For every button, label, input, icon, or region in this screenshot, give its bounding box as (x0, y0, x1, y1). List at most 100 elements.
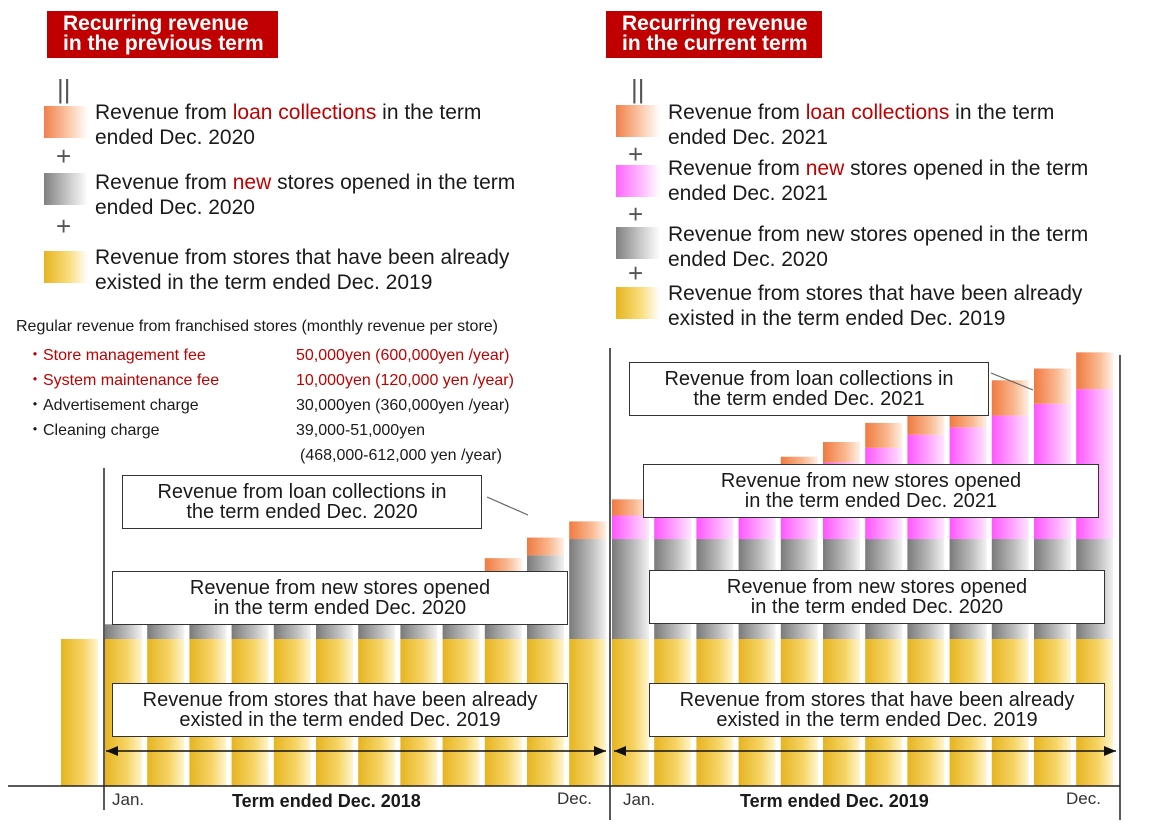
bar-segment-loan (612, 499, 649, 516)
swatch-existing-icon (616, 287, 660, 319)
legend-highlight: loan collections (805, 101, 950, 124)
legend-curr-new-2020: Revenue from new stores opened in the te… (668, 222, 1088, 272)
bar-segment-new-2020 (569, 539, 607, 639)
arrowhead-icon (614, 746, 626, 756)
fee-row: ・Store management fee 50,000yen (600,000… (27, 343, 587, 368)
swatch-loan-icon (44, 106, 88, 138)
swatch-loan-icon (616, 105, 660, 137)
bar-segment-new-2020 (273, 624, 311, 639)
axes-group (8, 348, 1121, 820)
bar-segment-loan (823, 442, 860, 463)
fee-name: ・Advertisement charge (27, 397, 199, 414)
label-loan-2020: Revenue from loan collections in the ter… (122, 475, 482, 529)
legend-text: Revenue from stores that have been alrea… (668, 282, 1083, 305)
swatch-new-2021-icon (616, 165, 660, 197)
bar-segment-existing (612, 639, 649, 786)
callout-leader-line (486, 496, 529, 516)
legend-highlight: loan collections (232, 101, 377, 124)
bar-segment-new-2021 (612, 515, 649, 540)
fee-row: ・Cleaning charge 39,000-51,000yen (27, 418, 587, 443)
label-new-2020-right: Revenue from new stores opened in the te… (649, 570, 1105, 624)
equals-symbol: || (631, 74, 645, 104)
legend-curr-new-2021: Revenue from new stores opened in the te… (668, 156, 1088, 206)
bar-segment-loan (1034, 368, 1071, 404)
plus-symbol: + (628, 258, 644, 288)
plus-symbol: + (628, 139, 644, 169)
legend-curr-loan: Revenue from loan collections in the ter… (668, 100, 1054, 150)
legend-text: ended Dec. 2020 (95, 196, 255, 219)
label-existing-left: Revenue from stores that have been alrea… (112, 683, 568, 737)
legend-prev-loan: Revenue from loan collections in the ter… (95, 100, 481, 150)
bar-segment-new-2020 (147, 624, 185, 639)
bar-segment-existing (569, 639, 607, 786)
bar-segment-new-2020 (231, 624, 269, 639)
fee-name: ・Store management fee (27, 347, 206, 364)
axis-dec-left: Dec. (557, 789, 592, 808)
bar-segment-loan (865, 422, 903, 448)
legend-text: Revenue from new stores opened in the te… (668, 223, 1089, 246)
bar-segment-existing (61, 639, 98, 786)
legend-curr-existing: Revenue from stores that have been alrea… (668, 281, 1082, 331)
arrowhead-icon (1104, 746, 1116, 756)
legend-prev-existing: Revenue from stores that have been alrea… (95, 245, 509, 295)
bar-segment-loan (569, 521, 607, 540)
plus-symbol: + (628, 199, 644, 229)
legend-text: existed in the term ended Dec. 2019 (668, 307, 1006, 330)
header-previous-term: Recurring revenue in the previous term (47, 11, 278, 58)
legend-text: Revenue from (95, 101, 233, 124)
bar-segment-new-2020 (316, 624, 353, 639)
legend-text: stores opened in the term (271, 171, 516, 194)
legend-text: ended Dec. 2020 (95, 126, 255, 149)
callout-leader-line (990, 372, 1034, 391)
axis-jan-left: Jan. (112, 790, 145, 809)
bar-segment-new-2020 (189, 624, 227, 639)
bar-segment-new-2020 (612, 539, 649, 639)
legend-text: Revenue from stores that have been alrea… (95, 246, 510, 269)
fee-name: ・Cleaning charge (27, 422, 160, 439)
fees-title: Regular revenue from franchised stores (… (16, 318, 498, 335)
bar-segment-loan (1076, 352, 1114, 390)
label-new-2021: Revenue from new stores opened in the te… (643, 464, 1099, 518)
legend-text: Revenue from (668, 101, 806, 124)
swatch-new-2020-icon (616, 227, 660, 259)
legend-text: ended Dec. 2021 (668, 126, 828, 149)
legend-text: Revenue from (668, 157, 806, 180)
axis-jan-right: Jan. (623, 790, 656, 809)
legend-text: stores opened in the term (844, 157, 1089, 180)
fee-name: ・System maintenance fee (27, 372, 220, 389)
legend-highlight: new (805, 157, 845, 180)
fee-value: 50,000yen (600,000yen /year) (296, 347, 510, 364)
header-current-term: Recurring revenue in the current term (606, 11, 822, 58)
bar-segment-loan (484, 558, 522, 572)
fees-list: ・Store management fee 50,000yen (600,000… (27, 343, 587, 468)
fee-row: ・Advertisement charge 30,000yen (360,000… (27, 393, 587, 418)
label-existing-right: Revenue from stores that have been alrea… (649, 683, 1105, 737)
legend-highlight: new (232, 171, 272, 194)
legend-text: in the term (949, 101, 1055, 124)
legend-prev-new: Revenue from new stores opened in the te… (95, 170, 515, 220)
label-loan-2021: Revenue from loan collections in the ter… (629, 362, 989, 416)
legend-text: in the term (376, 101, 482, 124)
legend-text: existed in the term ended Dec. 2019 (95, 271, 433, 294)
arrowhead-icon (106, 746, 118, 756)
swatch-new-stores-icon (44, 173, 88, 205)
fee-row: ・System maintenance fee 10,000yen (120,0… (27, 368, 587, 393)
bar-segment-new-2020 (105, 624, 142, 639)
term-label-left: Term ended Dec. 2018 (232, 791, 421, 811)
fee-value: 10,000yen (120,000 yen /year) (296, 372, 514, 389)
fee-value: 30,000yen (360,000yen /year) (296, 397, 510, 414)
fee-extra: (468,000-612,000 yen /year) (300, 447, 502, 464)
bar-segment-loan (527, 537, 564, 556)
plus-symbol: + (56, 141, 72, 171)
legend-text: ended Dec. 2021 (668, 182, 828, 205)
plus-symbol: + (56, 211, 72, 241)
fee-value: 39,000-51,000yen (296, 422, 425, 439)
swatch-existing-icon (44, 251, 88, 283)
label-new-2020-left: Revenue from new stores opened in the te… (112, 571, 568, 625)
axis-dec-right: Dec. (1066, 789, 1101, 808)
equals-symbol: || (57, 74, 71, 104)
arrowhead-icon (594, 746, 606, 756)
legend-text: Revenue from (95, 171, 233, 194)
legend-text: ended Dec. 2020 (668, 248, 828, 271)
term-label-right: Term ended Dec. 2019 (740, 791, 929, 811)
